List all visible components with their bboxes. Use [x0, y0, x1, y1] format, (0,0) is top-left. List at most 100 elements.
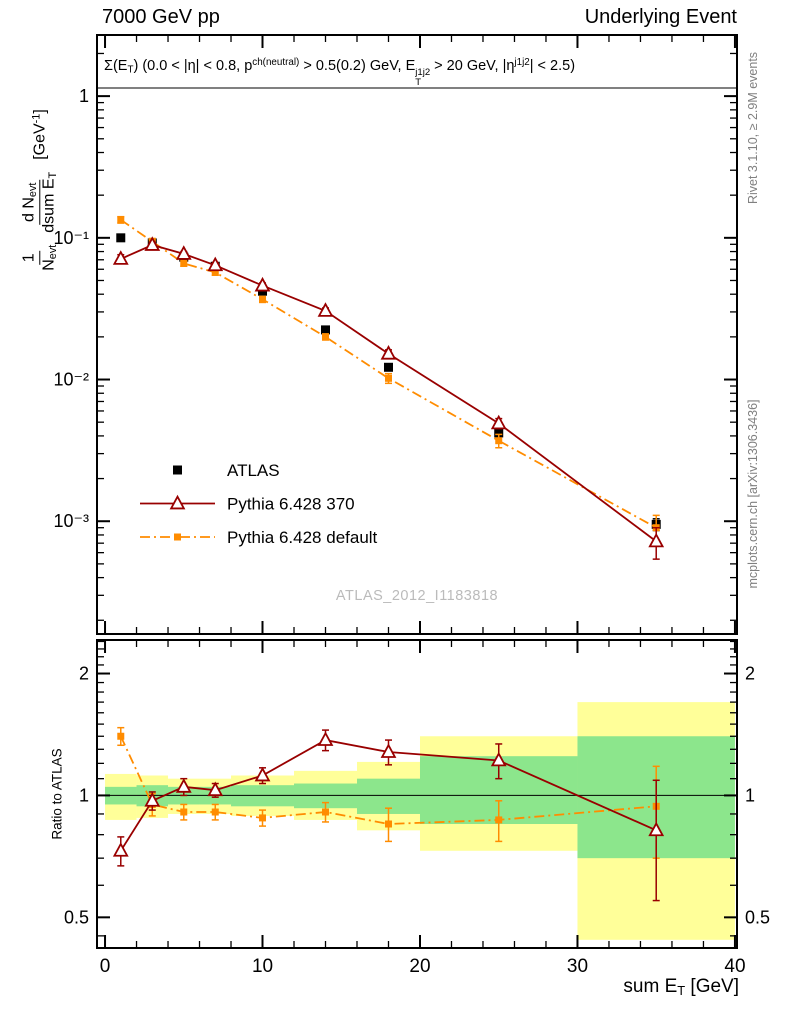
legend-marker-square	[173, 465, 182, 475]
data-series	[112, 215, 665, 560]
y-tick-label: 1	[79, 86, 89, 106]
marker-square	[117, 732, 125, 740]
marker-triangle-open	[648, 821, 665, 837]
ratio-y-tick-label-left: 0.5	[64, 907, 89, 927]
label-sub: T	[47, 171, 60, 179]
series-line	[120, 244, 657, 543]
annotation-sup: j1j2	[514, 57, 530, 68]
marker-square	[383, 362, 393, 372]
y-label-fraction-1: 1 Nevt	[20, 245, 60, 271]
marker-triangle-open	[380, 345, 397, 360]
y-tick-label: 10⁻¹	[53, 228, 89, 248]
annotation-sup: ch(neutral)	[252, 57, 300, 68]
marker-triangle-open	[207, 781, 224, 797]
legend-marker-square	[174, 533, 181, 541]
marker-triangle-open	[254, 276, 271, 292]
ratio-y-tick-label-left: 2	[79, 664, 89, 684]
marker-triangle-open	[254, 766, 271, 782]
label-part: d N	[20, 197, 38, 222]
label-sub: evt	[27, 182, 39, 198]
legend-marker-triangle-open	[169, 494, 186, 510]
label-part: N	[40, 259, 58, 271]
beam-energy-title: 7000 GeV pp	[102, 6, 220, 28]
marker-triangle-open	[144, 236, 161, 251]
marker-triangle-open	[175, 245, 192, 260]
marker-square	[259, 814, 267, 822]
legend: ATLAS Pythia 6.428 370 Pythia 6.428 defaul…	[140, 461, 378, 547]
label-part: ]	[31, 109, 49, 114]
marker-triangle-open	[317, 731, 334, 746]
mcplots-reference-text: mcplots.cern.ch [arXiv:1306.3436]	[746, 399, 760, 589]
legend-label: ATLAS	[227, 461, 280, 480]
legend-label: Pythia 6.428 370	[227, 495, 355, 514]
x-tick-label: 20	[409, 956, 430, 977]
marker-square	[322, 808, 330, 816]
annotation-part: Σ(E	[104, 57, 128, 74]
fraction-numerator: 1	[20, 250, 41, 266]
marker-square	[259, 295, 267, 303]
y-tick-label: 10⁻³	[53, 511, 89, 531]
marker-triangle-open	[144, 792, 161, 807]
ratio-y-tick-label-right: 0.5	[745, 907, 770, 927]
label-sup: -1	[30, 113, 43, 124]
marker-square	[384, 374, 392, 382]
plot-frame	[96, 34, 738, 635]
marker-square	[211, 268, 219, 276]
plot-frame	[96, 639, 738, 949]
y-tick-label: 10⁻²	[53, 370, 89, 390]
ratio-y-tick-label-right: 1	[745, 785, 755, 805]
marker-square	[180, 808, 188, 816]
marker-square	[180, 259, 188, 267]
rivet-version-text: Rivet 3.1.10, ≥ 2.9M events	[746, 51, 760, 205]
marker-triangle-open	[317, 302, 334, 317]
marker-square	[384, 820, 392, 828]
annotation-part: > 0.5(0.2) GeV, E	[299, 57, 416, 74]
annotation-stack: j1j2 T	[415, 68, 430, 88]
marker-square	[321, 325, 331, 335]
x-axis-label: sum ET [GeV]	[623, 976, 739, 998]
x-tick-label: 0	[100, 956, 111, 977]
analysis-id-watermark: ATLAS_2012_I1183818	[335, 588, 499, 604]
x-tick-label: 40	[724, 956, 745, 977]
observable-annotation: Σ(ET) (0.0 < |η| < 0.8, pch(neutral) > 0…	[104, 57, 575, 88]
annotation-part: > 20 GeV, |η	[430, 57, 515, 74]
legend-label: Pythia 6.428 default	[227, 528, 378, 547]
marker-triangle-open	[490, 414, 507, 430]
marker-square	[495, 816, 503, 824]
ratio-y-tick-label-left: 1	[79, 785, 89, 805]
axis-ticks: 0 10 20 30 40 1 10⁻¹ 10⁻² 10⁻³ 2 2 1 1 0.5 0.5	[53, 35, 770, 977]
analysis-type-title: Underlying Event	[584, 6, 737, 28]
fraction-denominator: Nevt	[40, 245, 59, 271]
main-y-axis-label: 1 Nevt d Nevt dsum ET [GeV-1]	[20, 109, 59, 271]
label-part: sum E	[623, 976, 678, 997]
marker-square	[495, 437, 503, 445]
marker-triangle-open	[175, 778, 192, 793]
marker-triangle-open	[112, 842, 129, 857]
fraction-denominator: dsum ET	[41, 172, 60, 233]
fraction-numerator: d Nevt	[20, 179, 41, 225]
label-sub: evt	[46, 244, 59, 260]
annotation-part: ) (0.0 < |η| < 0.8, p	[133, 57, 253, 74]
annotation-sup: j1j2	[415, 67, 431, 79]
marker-triangle-open	[380, 743, 397, 758]
marker-triangle-open	[112, 250, 129, 265]
marker-square	[322, 333, 330, 341]
y-label-units: [GeV-1]	[30, 109, 49, 160]
uncertainty-bands	[105, 702, 735, 940]
annotation-sub: T	[415, 76, 422, 88]
label-part: [GeV	[31, 123, 49, 160]
marker-square	[494, 428, 504, 438]
marker-triangle-open	[207, 256, 224, 272]
y-label-fraction-2: d Nevt dsum ET	[20, 172, 59, 233]
x-tick-label: 10	[252, 956, 273, 977]
marker-square	[116, 233, 126, 243]
ratio-y-tick-label-right: 2	[745, 664, 755, 684]
x-tick-label: 30	[567, 956, 588, 977]
ratio-y-axis-label: Ratio to ATLAS	[49, 748, 65, 840]
annotation-sub: T	[127, 64, 134, 76]
label-part: dsum E	[40, 178, 58, 233]
marker-triangle-open	[490, 751, 507, 767]
marker-square	[117, 216, 125, 224]
